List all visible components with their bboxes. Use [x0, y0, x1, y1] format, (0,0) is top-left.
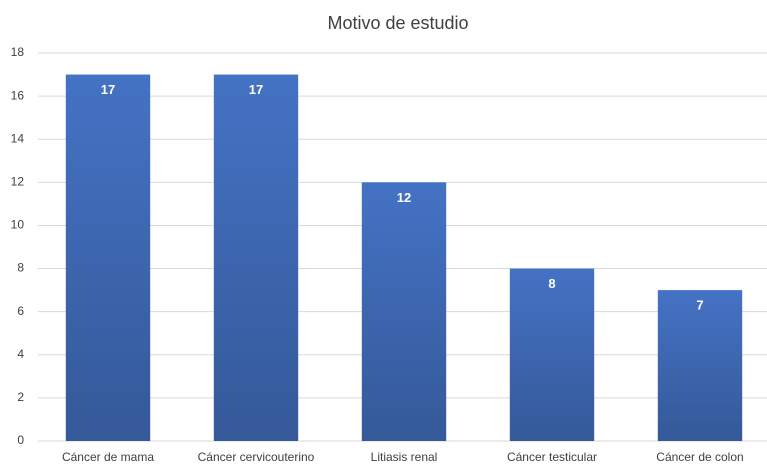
value-label: 7 — [696, 298, 703, 313]
y-tick-label: 16 — [11, 88, 25, 102]
value-label: 8 — [548, 276, 555, 291]
y-tick-label: 4 — [17, 347, 24, 361]
x-tick-label: Cáncer testicular — [507, 450, 597, 464]
value-label: 17 — [249, 82, 263, 97]
chart-title: Motivo de estudio — [327, 13, 468, 33]
x-tick-label: Litiasis renal — [371, 450, 438, 464]
x-tick-label: Cáncer cervicouterino — [198, 450, 315, 464]
x-tick-label: Cáncer de colon — [656, 450, 743, 464]
y-tick-label: 0 — [17, 433, 24, 447]
bar-shade — [361, 182, 447, 442]
y-tick-label: 18 — [11, 45, 25, 59]
y-tick-label: 14 — [11, 131, 25, 145]
y-tick-label: 10 — [11, 218, 25, 232]
y-tick-label: 12 — [11, 175, 25, 189]
value-label: 12 — [397, 190, 411, 205]
y-tick-label: 8 — [17, 261, 24, 275]
bar-shade — [65, 74, 151, 442]
x-tick-label: Cáncer de mama — [62, 450, 154, 464]
y-tick-label: 6 — [17, 304, 24, 318]
bar-shade — [509, 268, 595, 441]
bar-shade — [657, 290, 743, 441]
y-tick-label: 2 — [17, 390, 24, 404]
bar-shade — [213, 74, 299, 442]
value-label: 17 — [101, 82, 115, 97]
